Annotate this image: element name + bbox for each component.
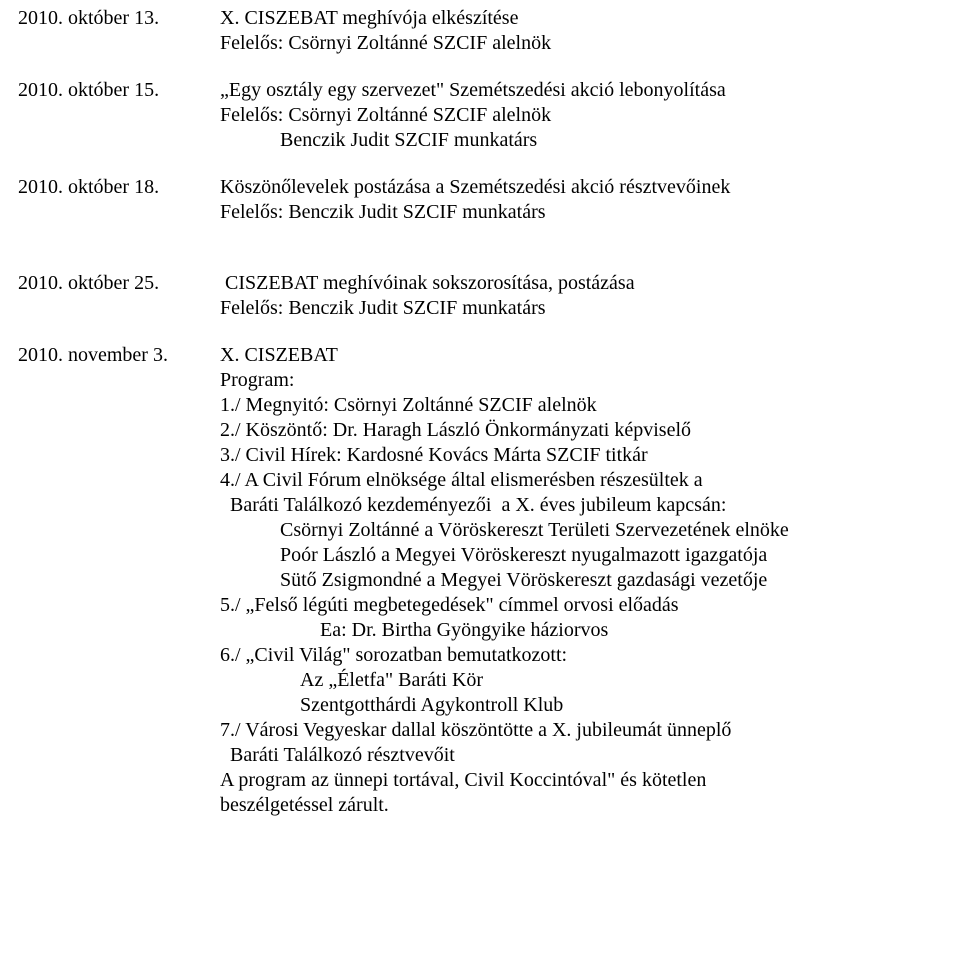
entry: 2010. október 25. CISZEBAT meghívóinak s… bbox=[18, 271, 942, 321]
entry: 2010. október 13.X. CISZEBAT meghívója e… bbox=[18, 6, 942, 56]
entry-line: 5./ „Felső légúti megbetegedések" címmel… bbox=[220, 593, 942, 618]
entry: 2010. november 3.X. CISZEBATProgram:1./ … bbox=[18, 343, 942, 818]
entry-line: Benczik Judit SZCIF munkatárs bbox=[220, 128, 942, 153]
entry-line: 3./ Civil Hírek: Kardosné Kovács Márta S… bbox=[220, 443, 942, 468]
entry-line: Köszönőlevelek postázása a Szemétszedési… bbox=[220, 175, 942, 200]
entry-body: Köszönőlevelek postázása a Szemétszedési… bbox=[220, 175, 942, 225]
entry-body: X. CISZEBAT meghívója elkészítéseFelelős… bbox=[220, 6, 942, 56]
entry-line: 2./ Köszöntő: Dr. Haragh László Önkormán… bbox=[220, 418, 942, 443]
entry-line: 7./ Városi Vegyeskar dallal köszöntötte … bbox=[220, 718, 942, 743]
entry-line: beszélgetéssel zárult. bbox=[220, 793, 942, 818]
entry-body: X. CISZEBATProgram:1./ Megnyitó: Csörnyi… bbox=[220, 343, 942, 818]
entry-line: 1./ Megnyitó: Csörnyi Zoltánné SZCIF ale… bbox=[220, 393, 942, 418]
entry-line: 6./ „Civil Világ" sorozatban bemutatkozo… bbox=[220, 643, 942, 668]
entry-line: Szentgotthárdi Agykontroll Klub bbox=[220, 693, 942, 718]
entry-line: Felelős: Benczik Judit SZCIF munkatárs bbox=[220, 200, 942, 225]
entry: 2010. október 15.„Egy osztály egy szerve… bbox=[18, 78, 942, 153]
entry-line: Az „Életfa" Baráti Kör bbox=[220, 668, 942, 693]
entry-body: CISZEBAT meghívóinak sokszorosítása, pos… bbox=[220, 271, 942, 321]
entry-line: Program: bbox=[220, 368, 942, 393]
entry-line: „Egy osztály egy szervezet" Szemétszedés… bbox=[220, 78, 942, 103]
entry-line: Felelős: Csörnyi Zoltánné SZCIF alelnök bbox=[220, 103, 942, 128]
document-body: 2010. október 13.X. CISZEBAT meghívója e… bbox=[18, 6, 942, 818]
entry-line: Ea: Dr. Birtha Gyöngyike háziorvos bbox=[220, 618, 942, 643]
entry-line: 4./ A Civil Fórum elnöksége által elisme… bbox=[220, 468, 942, 493]
entry-date: 2010. november 3. bbox=[18, 343, 220, 368]
entry-line: Felelős: Csörnyi Zoltánné SZCIF alelnök bbox=[220, 31, 942, 56]
entry-line: Felelős: Benczik Judit SZCIF munkatárs bbox=[220, 296, 942, 321]
entry-date: 2010. október 18. bbox=[18, 175, 220, 200]
entry-date: 2010. október 25. bbox=[18, 271, 220, 296]
entry-line: Sütő Zsigmondné a Megyei Vöröskereszt ga… bbox=[220, 568, 942, 593]
entry-line: Csörnyi Zoltánné a Vöröskereszt Területi… bbox=[220, 518, 942, 543]
entry-line: X. CISZEBAT bbox=[220, 343, 942, 368]
entry-date: 2010. október 15. bbox=[18, 78, 220, 103]
entry-line: X. CISZEBAT meghívója elkészítése bbox=[220, 6, 942, 31]
entry: 2010. október 18.Köszönőlevelek postázás… bbox=[18, 175, 942, 225]
entry-line: A program az ünnepi tortával, Civil Kocc… bbox=[220, 768, 942, 793]
entry-date: 2010. október 13. bbox=[18, 6, 220, 31]
section-gap bbox=[18, 247, 942, 271]
entry-line: CISZEBAT meghívóinak sokszorosítása, pos… bbox=[220, 271, 942, 296]
entry-line: Poór László a Megyei Vöröskereszt nyugal… bbox=[220, 543, 942, 568]
entry-body: „Egy osztály egy szervezet" Szemétszedés… bbox=[220, 78, 942, 153]
entry-line: Baráti Találkozó kezdeményezői a X. éves… bbox=[220, 493, 942, 518]
entry-line: Baráti Találkozó résztvevőit bbox=[220, 743, 942, 768]
